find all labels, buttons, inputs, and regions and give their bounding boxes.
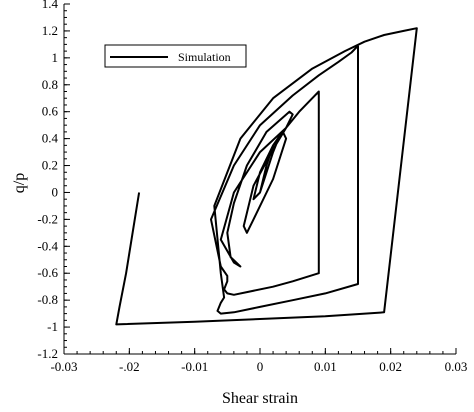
- legend-label: Simulation: [178, 50, 231, 64]
- x-tick-label: -0.03: [50, 359, 77, 374]
- y-tick-label: -0.8: [37, 292, 58, 307]
- x-tick-label: 0.03: [445, 359, 468, 374]
- legend-box: [104, 44, 247, 68]
- y-tick-label: 1: [52, 50, 59, 65]
- x-tick-label: 0.02: [379, 359, 402, 374]
- x-axis-ticks: -0.03 -.02 -0.01 0 0.01 0.02 0.03: [50, 348, 467, 374]
- legend: Simulation: [104, 44, 247, 68]
- y-tick-label: -0.2: [37, 211, 58, 226]
- y-tick-label: -1: [47, 319, 58, 334]
- y-tick-label: -1.2: [37, 346, 58, 361]
- x-tick-label: -0.01: [181, 359, 208, 374]
- x-tick-label: 0: [257, 359, 264, 374]
- y-tick-label: -0.6: [37, 265, 58, 280]
- y-tick-label: 0.4: [42, 131, 59, 146]
- x-tick-label: -.02: [119, 359, 140, 374]
- x-axis-title: Shear strain: [222, 390, 298, 407]
- series-layer: [115, 27, 418, 326]
- y-tick-label: 0: [52, 184, 59, 199]
- y-tick-label: 0.2: [42, 158, 58, 173]
- x-tick-label: 0.01: [314, 359, 337, 374]
- y-tick-label: 1.2: [42, 23, 58, 38]
- y-tick-label: 1.4: [42, 0, 59, 11]
- y-tick-label: -0.4: [37, 238, 58, 253]
- y-axis-ticks: -1.2 -1 -0.8 -0.6 -0.4 -0.2 0 0.2 0.4 0.6 0.8 1 1.2 1…: [37, 0, 70, 361]
- y-tick-label: 0.8: [42, 77, 58, 92]
- y-axis-title: q/p: [11, 173, 28, 193]
- y-tick-label: 0.6: [42, 104, 59, 119]
- series-line-simulation: [115, 27, 418, 326]
